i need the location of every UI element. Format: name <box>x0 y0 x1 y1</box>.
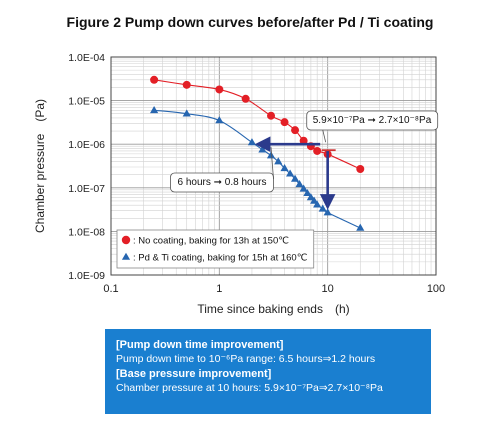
series <box>150 75 365 231</box>
y-tick-label: 1.0E-07 <box>68 183 105 195</box>
x-tick-label: 10 <box>322 283 334 295</box>
data-point-no-coating <box>215 85 224 94</box>
callout-base-pressure-box <box>306 110 439 131</box>
plot-area-frame <box>110 56 437 276</box>
data-point-no-coating <box>299 136 308 145</box>
data-point-pd-ti-coating <box>215 116 224 124</box>
data-point-no-coating <box>356 164 365 173</box>
data-point-pd-ti-coating <box>286 169 295 177</box>
x-tick-label: 0.1 <box>103 283 118 295</box>
legend-marker-no-coating <box>121 235 131 245</box>
base-pressure-text: Chamber pressure at 10 hours: 5.9×10⁻⁷Pa… <box>116 381 383 394</box>
data-point-pd-ti-coating <box>310 196 319 204</box>
callout-base-pressure-leader <box>322 129 327 143</box>
figure-title: Figure 2 Pump down curves before/after P… <box>66 14 434 30</box>
improvement-summary-box: [Pump down time improvement] Pump down t… <box>105 329 431 414</box>
legend-label-no-coating: : No coating, baking for 13h at 150℃ <box>133 236 289 247</box>
data-point-pd-ti-coating <box>306 193 315 201</box>
data-point-no-coating <box>291 126 300 135</box>
data-point-pd-ti-coating <box>290 174 300 182</box>
annotations: 5.9×10⁻⁷Pa ➞ 2.7×10⁻⁸Pa 6 hours ➞ 0.8 hou… <box>170 110 439 210</box>
callout-pump-time-box <box>170 172 274 193</box>
data-point-pd-ti-coating <box>323 208 332 216</box>
data-point-pd-ti-coating <box>150 105 159 114</box>
data-point-no-coating <box>241 94 250 103</box>
legend: : No coating, baking for 13h at 150℃ : P… <box>116 229 315 269</box>
data-point-pd-ti-coating <box>313 200 322 208</box>
callout-pump-time-text: 6 hours ➞ 0.8 hours <box>178 177 267 188</box>
data-point-no-coating <box>150 75 159 84</box>
x-tick-label: 1 <box>216 283 222 295</box>
legend-marker-pd-ti-coating <box>121 252 131 260</box>
y-tick-label: 1.0E-05 <box>68 96 105 108</box>
data-point-no-coating <box>267 111 276 120</box>
y-tick-label: 1.0E-04 <box>68 52 105 64</box>
x-axis-label: Time since baking ends (h) <box>197 302 349 316</box>
data-point-pd-ti-coating <box>274 157 283 165</box>
data-point-pd-ti-coating <box>295 180 304 188</box>
data-point-pd-ti-coating <box>303 188 312 197</box>
data-point-no-coating <box>182 80 191 89</box>
pump-down-time-text: Pump down time to 10⁻⁶Pa range: 6.5 hour… <box>116 352 376 365</box>
x-tick-label: 100 <box>427 283 445 295</box>
data-point-no-coating <box>313 146 322 155</box>
data-point-pd-ti-coating <box>356 223 365 231</box>
legend-label-pd-ti-coating: : Pd & Ti coating, baking for 15h at 160… <box>133 253 308 264</box>
y-tick-label: 1.0E-09 <box>68 270 105 282</box>
data-point-pd-ti-coating <box>182 109 191 117</box>
y-tick-label: 1.0E-06 <box>68 139 105 151</box>
callout-pump-time-leader <box>270 147 274 180</box>
data-point-pd-ti-coating <box>247 138 257 146</box>
data-point-pd-ti-coating <box>266 151 276 159</box>
y-tick-label: 1.0E-08 <box>68 226 105 238</box>
data-point-no-coating <box>280 118 289 127</box>
legend-box <box>116 229 315 269</box>
y-axis-label: Chamber pressure (Pa) <box>33 99 47 233</box>
data-point-pd-ti-coating <box>280 164 289 172</box>
callout-base-pressure-text: 5.9×10⁻⁷Pa ➞ 2.7×10⁻⁸Pa <box>313 115 432 126</box>
axis-ticks: 0.1 1 10 100 1.0E-04 1.0E-05 1.0E-06 1.0E-07 1.0… <box>68 52 445 295</box>
pump-down-time-heading: [Pump down time improvement] <box>116 339 284 351</box>
data-point-pd-ti-coating <box>299 184 308 192</box>
base-pressure-heading: [Base pressure improvement] <box>116 368 272 380</box>
